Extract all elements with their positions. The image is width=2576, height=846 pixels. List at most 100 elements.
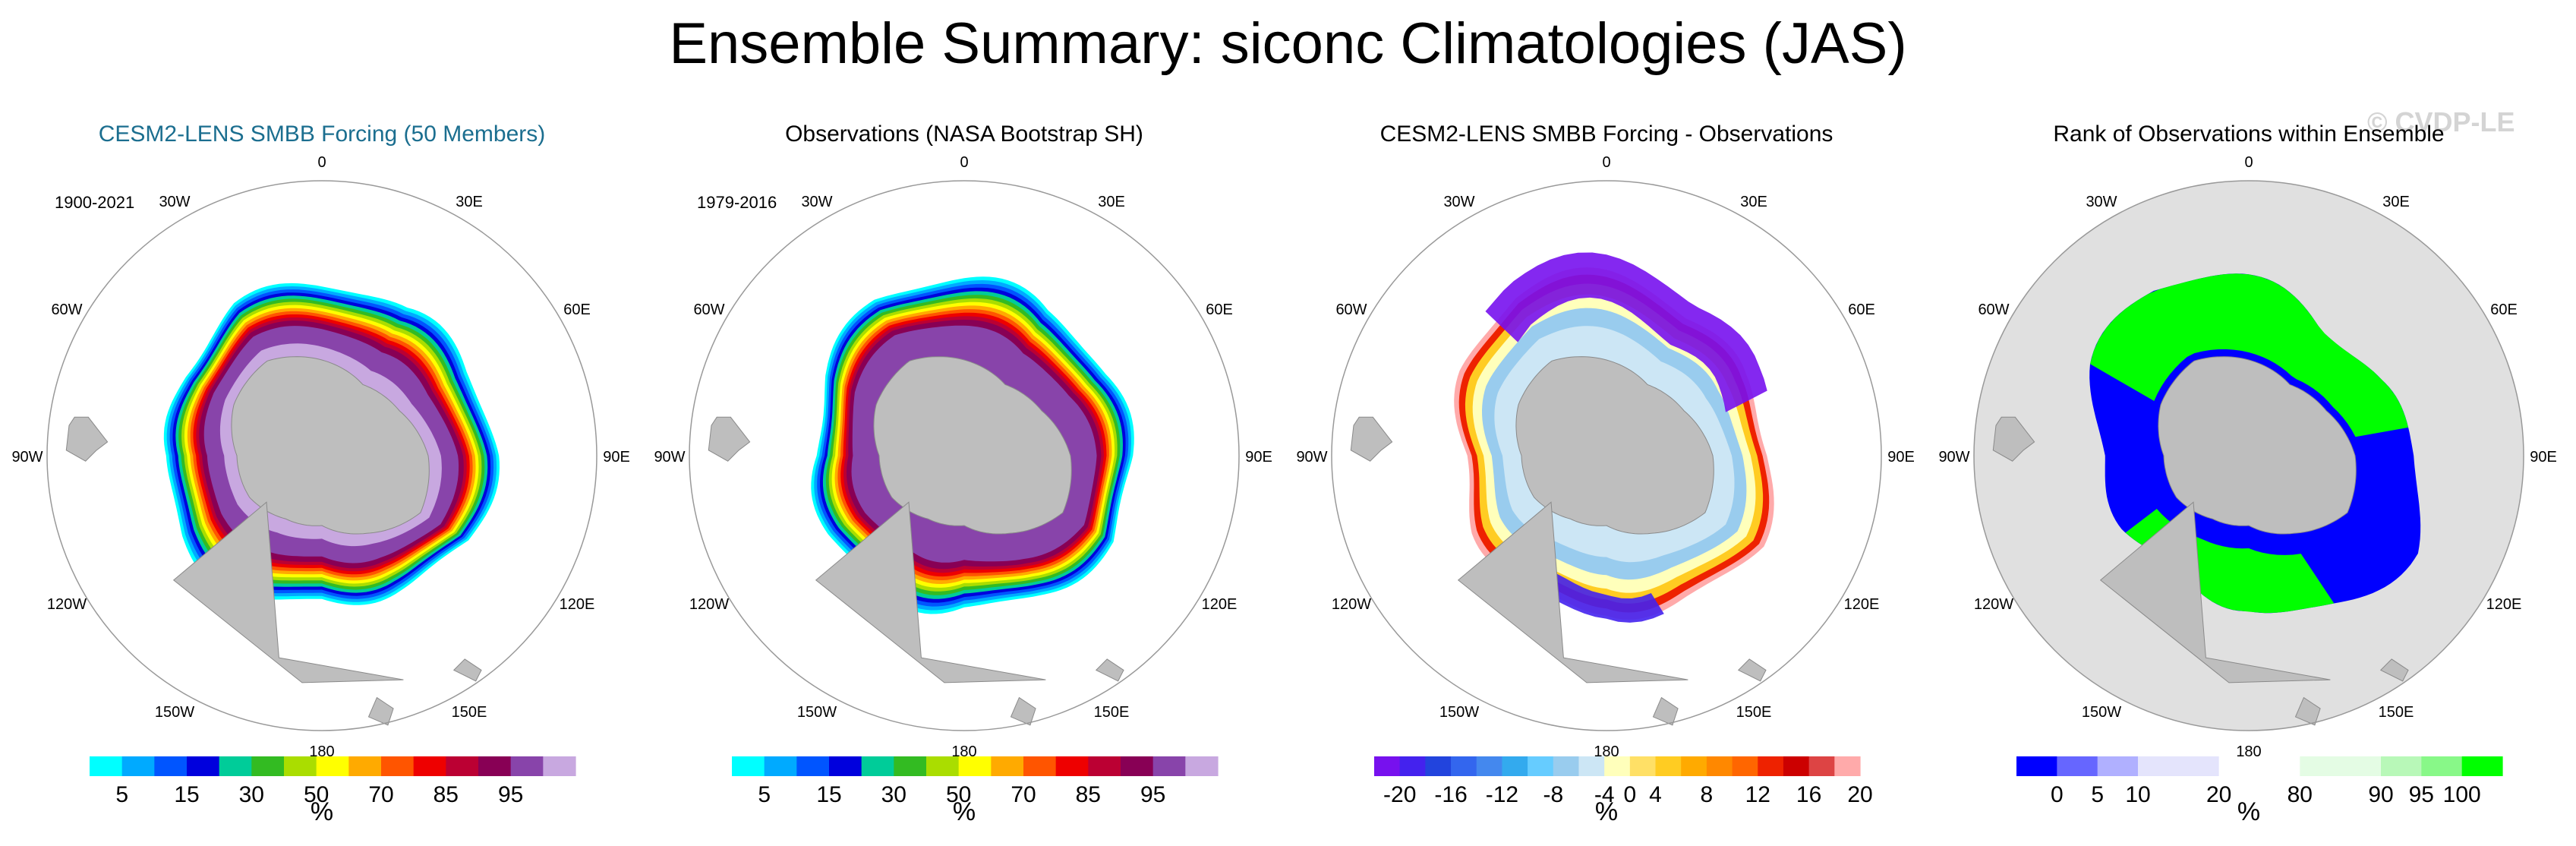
colorbar-swatch	[2178, 756, 2220, 776]
lon-label: 0	[317, 154, 326, 171]
panel-title: Observations (NASA Bootstrap SH)	[785, 122, 1143, 147]
rank-high-region	[2090, 273, 2409, 437]
colorbar-swatch	[251, 756, 285, 776]
lon-label: 0	[2244, 154, 2253, 171]
lon-label: 150E	[452, 704, 487, 721]
new-zealand-south	[2294, 696, 2321, 726]
antarctica	[873, 356, 1072, 535]
colorbar-swatch	[1425, 756, 1452, 776]
colorbar-swatch	[764, 756, 797, 776]
units-label: %	[2237, 797, 2261, 826]
lon-label: 120E	[1844, 596, 1880, 613]
colorbar-swatch	[1152, 756, 1186, 776]
new-zealand	[1737, 658, 1767, 682]
south-america	[65, 416, 109, 462]
colorbar-swatch	[316, 756, 349, 776]
colorbar-swatch	[1553, 756, 1580, 776]
colorbar-tick-label: 85	[434, 782, 459, 807]
lon-label: 150W	[2082, 704, 2121, 721]
colorbar-swatch	[2340, 756, 2382, 776]
colorbar-tick-label: 90	[2368, 782, 2393, 807]
lon-label: 90E	[1887, 449, 1915, 466]
polar-map: 0 30E 60E 90E 120E 150E 180 150W 120W 90W 60W 30W	[1296, 154, 1915, 759]
colorbar-swatch	[2461, 756, 2503, 776]
colorbar-swatch	[1502, 756, 1528, 776]
panel-observations: Observations (NASA Bootstrap SH) 1979-20…	[642, 0, 1286, 846]
colorbar-swatch	[510, 756, 544, 776]
lon-label: 60W	[1978, 301, 2009, 318]
colorbar-tick-label: 12	[1745, 782, 1770, 807]
lon-label: 90E	[603, 449, 630, 466]
colorbar-tick-label: 20	[1847, 782, 1872, 807]
colorbar-swatch	[1629, 756, 1657, 776]
colorbar-swatch	[219, 756, 252, 776]
colorbar-tick-label: 20	[2206, 782, 2231, 807]
colorbar-swatch	[1121, 756, 1154, 776]
antarctic-peninsula	[2099, 501, 2331, 683]
antarctica	[2158, 356, 2357, 535]
colorbar-tick-label: 16	[1796, 782, 1821, 807]
lon-label: 30W	[1443, 194, 1474, 210]
colorbar-swatch	[121, 756, 155, 776]
panel-rank: Rank of Observations within Ensemble 0 30…	[1927, 0, 2571, 846]
new-zealand-south	[1010, 696, 1036, 726]
lon-label: 120W	[1974, 596, 2013, 613]
colorbar-tick-label: -4	[1594, 782, 1615, 807]
colorbar-swatch	[829, 756, 862, 776]
colorbar-swatch	[187, 756, 220, 776]
lon-label: 120E	[2486, 596, 2522, 613]
new-zealand	[1095, 658, 1124, 682]
lon-label: 120W	[689, 596, 729, 613]
lon-label: 0	[1602, 154, 1610, 171]
lon-label: 120W	[47, 596, 87, 613]
colorbar-tick-label: -20	[1383, 782, 1416, 807]
colorbar-tick-label: 80	[2288, 782, 2313, 807]
antarctic-peninsula	[172, 501, 404, 683]
colorbar-swatch	[284, 756, 317, 776]
colorbar-swatch	[1476, 756, 1503, 776]
colorbar-tick-label: 85	[1076, 782, 1101, 807]
panel-model: CESM2-LENS SMBB Forcing (50 Members) 190…	[0, 0, 644, 846]
colorbar-tick-label: 50	[304, 782, 329, 807]
colorbar-swatch	[1023, 756, 1057, 776]
colorbar-swatch	[1528, 756, 1554, 776]
colorbar-tick-label: 95	[498, 782, 523, 807]
new-zealand-south	[1652, 696, 1679, 726]
colorbar: 0 5 10 20 80 90 95 100	[2016, 756, 2503, 807]
colorbar-swatch	[1706, 756, 1733, 776]
map-boundary	[1331, 180, 1882, 731]
colorbar-tick-label: 30	[881, 782, 906, 807]
colorbar-tick-label: 95	[1140, 782, 1165, 807]
colorbar-swatch	[446, 756, 479, 776]
colorbar-swatch	[2300, 756, 2341, 776]
lon-label: 30W	[2086, 194, 2117, 210]
colorbar-swatch	[90, 756, 123, 776]
colorbar-swatch	[413, 756, 446, 776]
lon-label: 150E	[1736, 704, 1772, 721]
lon-label: 30E	[2382, 194, 2410, 210]
lon-label: 90W	[654, 449, 685, 466]
south-america	[1350, 416, 1393, 462]
lon-label: 60W	[1335, 301, 1367, 318]
new-zealand	[452, 658, 482, 682]
lon-label: 90E	[1245, 449, 1272, 466]
colorbar-swatch	[2138, 756, 2179, 776]
polar-map: 0 30E 60E 90E 120E 150E 180 150W 120W 90W 60W 30W	[1938, 154, 2556, 759]
colorbar-tick-label: 10	[2125, 782, 2150, 807]
south-america	[1992, 416, 2035, 462]
colorbar-swatch	[1604, 756, 1631, 776]
lon-label: 150W	[797, 704, 837, 721]
units-label: %	[952, 797, 976, 826]
colorbar-swatch	[796, 756, 830, 776]
colorbar-swatch	[1834, 756, 1861, 776]
colorbar-swatch	[2381, 756, 2422, 776]
lon-label: 180	[1594, 743, 1619, 759]
colorbar-tick-label: 4	[1649, 782, 1662, 807]
colorbar-tick-label: 5	[2091, 782, 2104, 807]
lon-label: 120W	[1332, 596, 1371, 613]
colorbar-swatch	[348, 756, 382, 776]
colorbar-swatch	[991, 756, 1024, 776]
map-boundary	[689, 180, 1240, 731]
colorbar-swatch	[2421, 756, 2463, 776]
watermark: © CVDP-LE	[2367, 106, 2515, 137]
